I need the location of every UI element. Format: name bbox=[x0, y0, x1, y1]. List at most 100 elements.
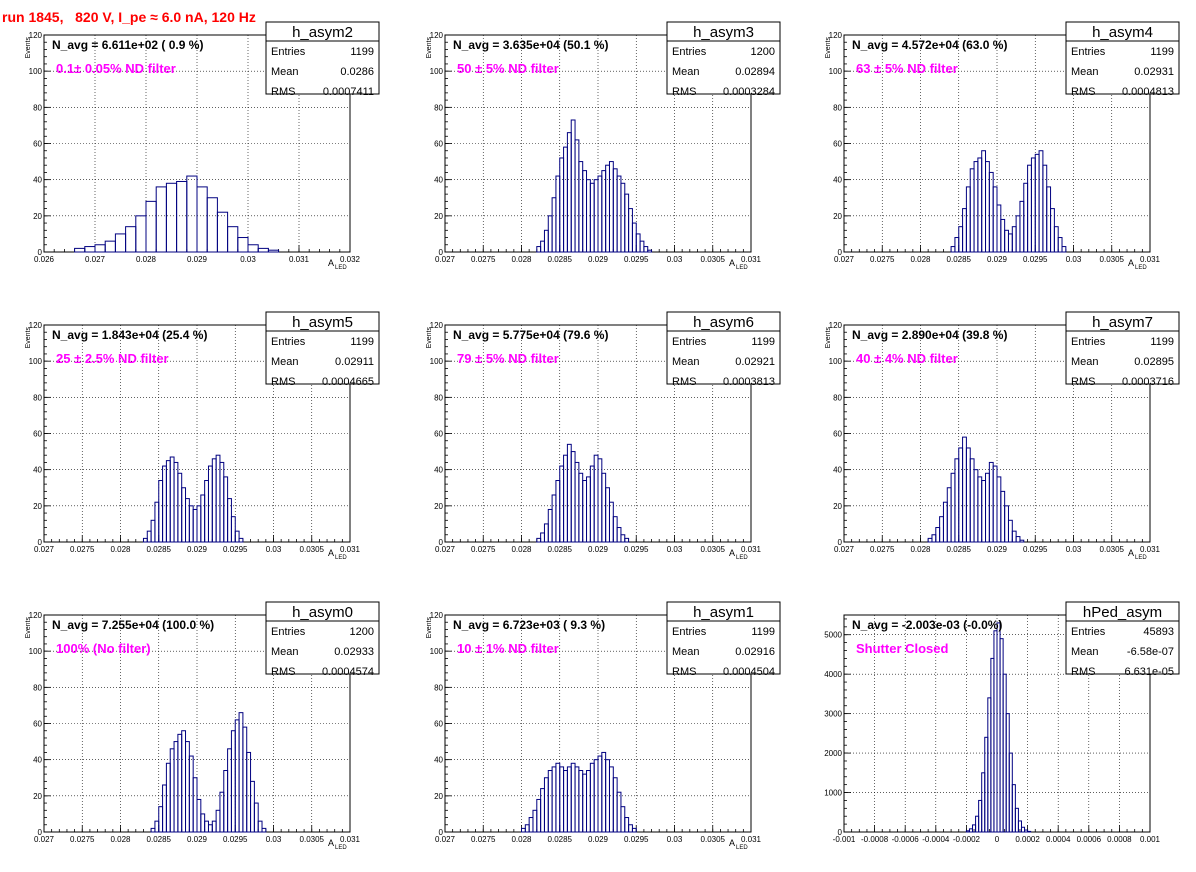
x-tick-label: 0.031 bbox=[741, 255, 762, 264]
x-tick-label: 0.03 bbox=[667, 545, 683, 554]
histogram-bin bbox=[974, 470, 978, 542]
histogram-bin bbox=[178, 734, 182, 832]
histogram-bin bbox=[640, 241, 644, 252]
panel-h_asym4: 0.027 0.0275 0.028 0.0285 0.029 0.0295 0.03 0.0… bbox=[825, 22, 1179, 271]
histogram-bin bbox=[1035, 154, 1039, 252]
histogram-bin bbox=[217, 212, 227, 252]
stats-label: Mean bbox=[672, 646, 700, 658]
histogram-bin bbox=[163, 466, 167, 542]
histogram-bin bbox=[228, 749, 232, 832]
stats-label: Entries bbox=[1071, 626, 1106, 638]
x-axis-label-sub: LED bbox=[1135, 555, 1147, 561]
y-tick-label: 60 bbox=[833, 430, 842, 439]
histogram-bin bbox=[254, 803, 258, 832]
histogram-bin bbox=[989, 172, 993, 252]
x-tick-label: 0.0004 bbox=[1046, 835, 1071, 844]
stats-value: 1200 bbox=[350, 626, 374, 638]
panel-h_asym1: 0.027 0.0275 0.028 0.0285 0.029 0.0295 0.03 0.0… bbox=[426, 602, 780, 851]
histogram-bin bbox=[963, 209, 967, 252]
histogram-bin bbox=[163, 785, 167, 832]
navg-label: N_avg = 6.611e+02 ( 0.9 %) bbox=[52, 38, 203, 52]
histogram-bin bbox=[951, 247, 955, 252]
histogram-bin bbox=[609, 502, 613, 542]
stats-value: 0.0003284 bbox=[723, 86, 775, 98]
x-tick-label: 0.03 bbox=[1066, 545, 1082, 554]
y-tick-label: 60 bbox=[434, 140, 443, 149]
histogram-bin bbox=[966, 448, 970, 542]
stats-value: 0.0003813 bbox=[723, 376, 775, 388]
histogram-bin bbox=[583, 171, 587, 252]
y-axis-label: Events bbox=[825, 327, 832, 349]
y-tick-label: 60 bbox=[434, 720, 443, 729]
y-tick-label: 20 bbox=[833, 502, 842, 511]
histogram-bin bbox=[239, 713, 243, 832]
y-tick-label: 0 bbox=[439, 538, 444, 547]
y-tick-label: 20 bbox=[33, 502, 42, 511]
panel-h_asym5: 0.027 0.0275 0.028 0.0285 0.029 0.0295 0.03 0.0… bbox=[25, 312, 379, 561]
histogram-bin bbox=[155, 502, 159, 542]
histogram-bin bbox=[146, 201, 156, 252]
y-tick-label: 20 bbox=[33, 212, 42, 221]
histogram-bin bbox=[602, 473, 606, 542]
histogram-name: h_asym6 bbox=[693, 314, 754, 331]
y-tick-label: 3000 bbox=[824, 710, 842, 719]
histogram-bin bbox=[85, 247, 95, 252]
x-axis-label-sub: LED bbox=[335, 555, 347, 561]
histogram-bin bbox=[575, 140, 579, 252]
histogram-bin bbox=[212, 821, 216, 832]
y-tick-label: 2000 bbox=[824, 749, 842, 758]
histogram-bin bbox=[598, 176, 602, 252]
histogram-bin bbox=[571, 763, 575, 832]
histogram-bin bbox=[644, 247, 648, 252]
y-tick-label: 80 bbox=[434, 683, 443, 692]
histogram-bin bbox=[636, 234, 640, 252]
histogram-bin bbox=[564, 455, 568, 542]
histogram-bin bbox=[247, 752, 251, 832]
stats-value: 0.0003716 bbox=[1122, 376, 1174, 388]
histogram-bin bbox=[231, 731, 235, 832]
stats-label: RMS bbox=[672, 666, 696, 678]
histogram-bin bbox=[159, 481, 163, 542]
filter-label: 0.1± 0.05% ND filter bbox=[56, 61, 176, 76]
stats-label: Entries bbox=[1071, 336, 1106, 348]
x-axis-label: A bbox=[729, 258, 735, 268]
x-tick-label: 0.0295 bbox=[223, 835, 248, 844]
histogram-bin bbox=[189, 756, 193, 832]
histogram-bin bbox=[1008, 520, 1012, 542]
y-tick-label: 100 bbox=[829, 67, 843, 76]
histogram-bin bbox=[544, 230, 548, 252]
histogram-bin bbox=[182, 488, 186, 542]
x-tick-label: 0.031 bbox=[741, 545, 762, 554]
histogram-bin bbox=[997, 205, 1001, 252]
stats-label: RMS bbox=[271, 86, 295, 98]
histogram-bin bbox=[1031, 158, 1035, 252]
stats-value: 0.0004574 bbox=[322, 666, 374, 678]
x-tick-label: 0.032 bbox=[340, 255, 361, 264]
x-tick-label: 0.03 bbox=[266, 545, 282, 554]
x-tick-label: 0.0275 bbox=[70, 545, 95, 554]
y-tick-label: 80 bbox=[33, 393, 42, 402]
stats-value: 0.02911 bbox=[335, 356, 374, 368]
y-tick-label: 40 bbox=[434, 466, 443, 475]
histogram-bin bbox=[579, 473, 583, 542]
y-tick-label: 80 bbox=[434, 393, 443, 402]
histogram-bin bbox=[258, 248, 268, 252]
stats-value: 0.0004665 bbox=[322, 376, 374, 388]
x-tick-label: -0.0008 bbox=[861, 835, 889, 844]
stats-value: 6.631e-05 bbox=[1124, 666, 1174, 678]
y-tick-label: 40 bbox=[33, 466, 42, 475]
histogram-bin bbox=[189, 506, 193, 542]
histogram-bin bbox=[955, 238, 959, 252]
histogram-bin bbox=[974, 162, 978, 252]
histogram-bin bbox=[978, 158, 982, 252]
histogram-bin bbox=[1012, 227, 1016, 252]
histogram-bin bbox=[178, 473, 182, 542]
histogram-bin bbox=[105, 241, 115, 252]
filter-label: 25 ± 2.5% ND filter bbox=[56, 351, 169, 366]
stats-label: RMS bbox=[271, 666, 295, 678]
histogram-bin bbox=[583, 481, 587, 542]
stats-label: Mean bbox=[1071, 646, 1099, 658]
histogram-name: h_asym1 bbox=[693, 604, 754, 621]
histogram-bin bbox=[970, 169, 974, 252]
